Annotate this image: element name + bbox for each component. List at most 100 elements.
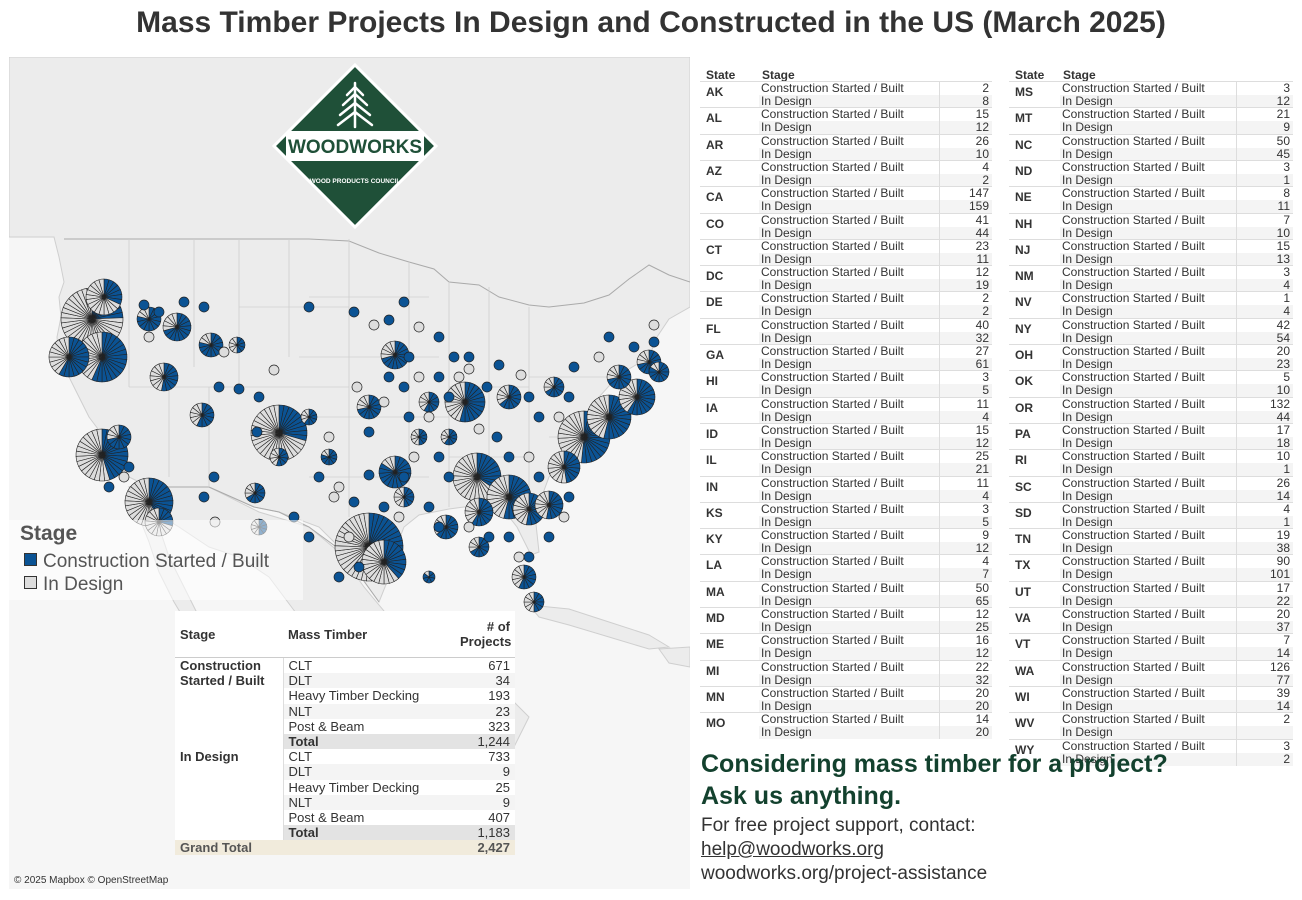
project-dot-marker[interactable] [383,371,395,383]
project-dot-marker[interactable] [648,319,660,331]
project-pie-marker[interactable] [356,394,382,420]
project-dot-marker[interactable] [463,521,475,533]
project-dot-marker[interactable] [351,381,363,393]
project-dot-marker[interactable] [328,491,340,503]
project-dot-marker[interactable] [443,391,455,403]
project-dot-marker[interactable] [198,301,210,313]
project-dot-marker[interactable] [198,491,210,503]
project-dot-marker[interactable] [553,411,565,423]
project-dot-marker[interactable] [503,451,515,463]
project-pie-marker[interactable] [606,364,632,390]
project-pie-marker[interactable] [496,384,522,410]
project-dot-marker[interactable] [303,531,315,543]
project-dot-marker[interactable] [513,551,525,563]
project-assistance-link[interactable]: woodworks.org/project-assistance [701,863,988,884]
project-dot-marker[interactable] [268,364,280,376]
project-pie-marker[interactable] [534,490,564,520]
project-dot-marker[interactable] [383,314,395,326]
project-dot-marker[interactable] [603,331,615,343]
project-dot-marker[interactable] [523,391,535,403]
project-pie-marker[interactable] [269,447,289,467]
project-dot-marker[interactable] [251,426,263,438]
project-dot-marker[interactable] [218,346,230,358]
project-dot-marker[interactable] [153,306,165,318]
project-dot-marker[interactable] [473,423,485,435]
project-pie-marker[interactable] [228,336,246,354]
project-pie-marker[interactable] [162,312,192,342]
project-pie-marker[interactable] [320,448,338,466]
project-dot-marker[interactable] [483,531,495,543]
project-pie-marker[interactable] [198,332,224,358]
project-dot-marker[interactable] [378,501,390,513]
project-dot-marker[interactable] [208,471,220,483]
project-dot-marker[interactable] [413,371,425,383]
project-dot-marker[interactable] [363,426,375,438]
project-dot-marker[interactable] [558,511,570,523]
project-dot-marker[interactable] [443,471,455,483]
project-dot-marker[interactable] [628,341,640,353]
project-pie-marker[interactable] [618,378,656,416]
project-dot-marker[interactable] [123,461,135,473]
project-dot-marker[interactable] [353,561,365,573]
project-dot-marker[interactable] [333,571,345,583]
project-pie-marker[interactable] [648,361,670,383]
project-dot-marker[interactable] [433,451,445,463]
project-dot-marker[interactable] [523,451,535,463]
project-pie-marker[interactable] [250,404,308,462]
project-dot-marker[interactable] [348,306,360,318]
project-dot-marker[interactable] [423,411,435,423]
project-dot-marker[interactable] [593,351,605,363]
project-pie-marker[interactable] [547,450,581,484]
project-pie-marker[interactable] [523,591,545,613]
project-dot-marker[interactable] [481,381,493,393]
project-pie-marker[interactable] [422,570,436,584]
project-dot-marker[interactable] [178,296,190,308]
project-dot-marker[interactable] [398,471,410,483]
project-dot-marker[interactable] [523,551,535,563]
project-pie-marker[interactable] [511,564,537,590]
project-dot-marker[interactable] [398,381,410,393]
project-pie-marker[interactable] [189,402,215,428]
project-dot-marker[interactable] [648,336,660,348]
project-dot-marker[interactable] [563,391,575,403]
project-dot-marker[interactable] [213,381,225,393]
project-pie-marker[interactable] [444,381,486,423]
project-pie-marker[interactable] [464,497,494,527]
project-pie-marker[interactable] [410,428,428,446]
project-dot-marker[interactable] [398,296,410,308]
project-dot-marker[interactable] [433,521,445,533]
project-dot-marker[interactable] [313,471,325,483]
project-dot-marker[interactable] [433,331,445,343]
project-pie-marker[interactable] [76,331,128,383]
project-pie-marker[interactable] [106,424,132,450]
project-dot-marker[interactable] [503,531,515,543]
project-dot-marker[interactable] [138,299,150,311]
project-dot-marker[interactable] [448,351,460,363]
project-dot-marker[interactable] [463,351,475,363]
project-dot-marker[interactable] [233,383,245,395]
contact-email-link[interactable]: help@woodworks.org [701,839,884,860]
project-dot-marker[interactable] [363,469,375,481]
project-dot-marker[interactable] [491,431,503,443]
project-dot-marker[interactable] [348,496,360,508]
project-dot-marker[interactable] [393,511,405,523]
project-pie-marker[interactable] [586,394,632,440]
project-dot-marker[interactable] [543,531,555,543]
project-pie-marker[interactable] [636,349,662,375]
project-dot-marker[interactable] [408,451,420,463]
project-pie-marker[interactable] [75,428,129,482]
project-pie-marker[interactable] [361,539,407,585]
legend-item-built[interactable]: Construction Started / Built [24,551,269,573]
project-pie-marker[interactable] [85,278,123,316]
project-pie-marker[interactable] [543,376,565,398]
project-pie-marker[interactable] [244,482,266,504]
project-dot-marker[interactable] [533,411,545,423]
project-pie-marker[interactable] [380,340,410,370]
project-dot-marker[interactable] [368,319,380,331]
project-dot-marker[interactable] [103,481,115,493]
map-attribution[interactable]: © 2025 Mapbox © OpenStreetMap [14,875,169,886]
project-dot-marker[interactable] [378,396,390,408]
project-dot-marker[interactable] [403,351,415,363]
project-dot-marker[interactable] [493,359,505,371]
project-dot-marker[interactable] [143,331,155,343]
